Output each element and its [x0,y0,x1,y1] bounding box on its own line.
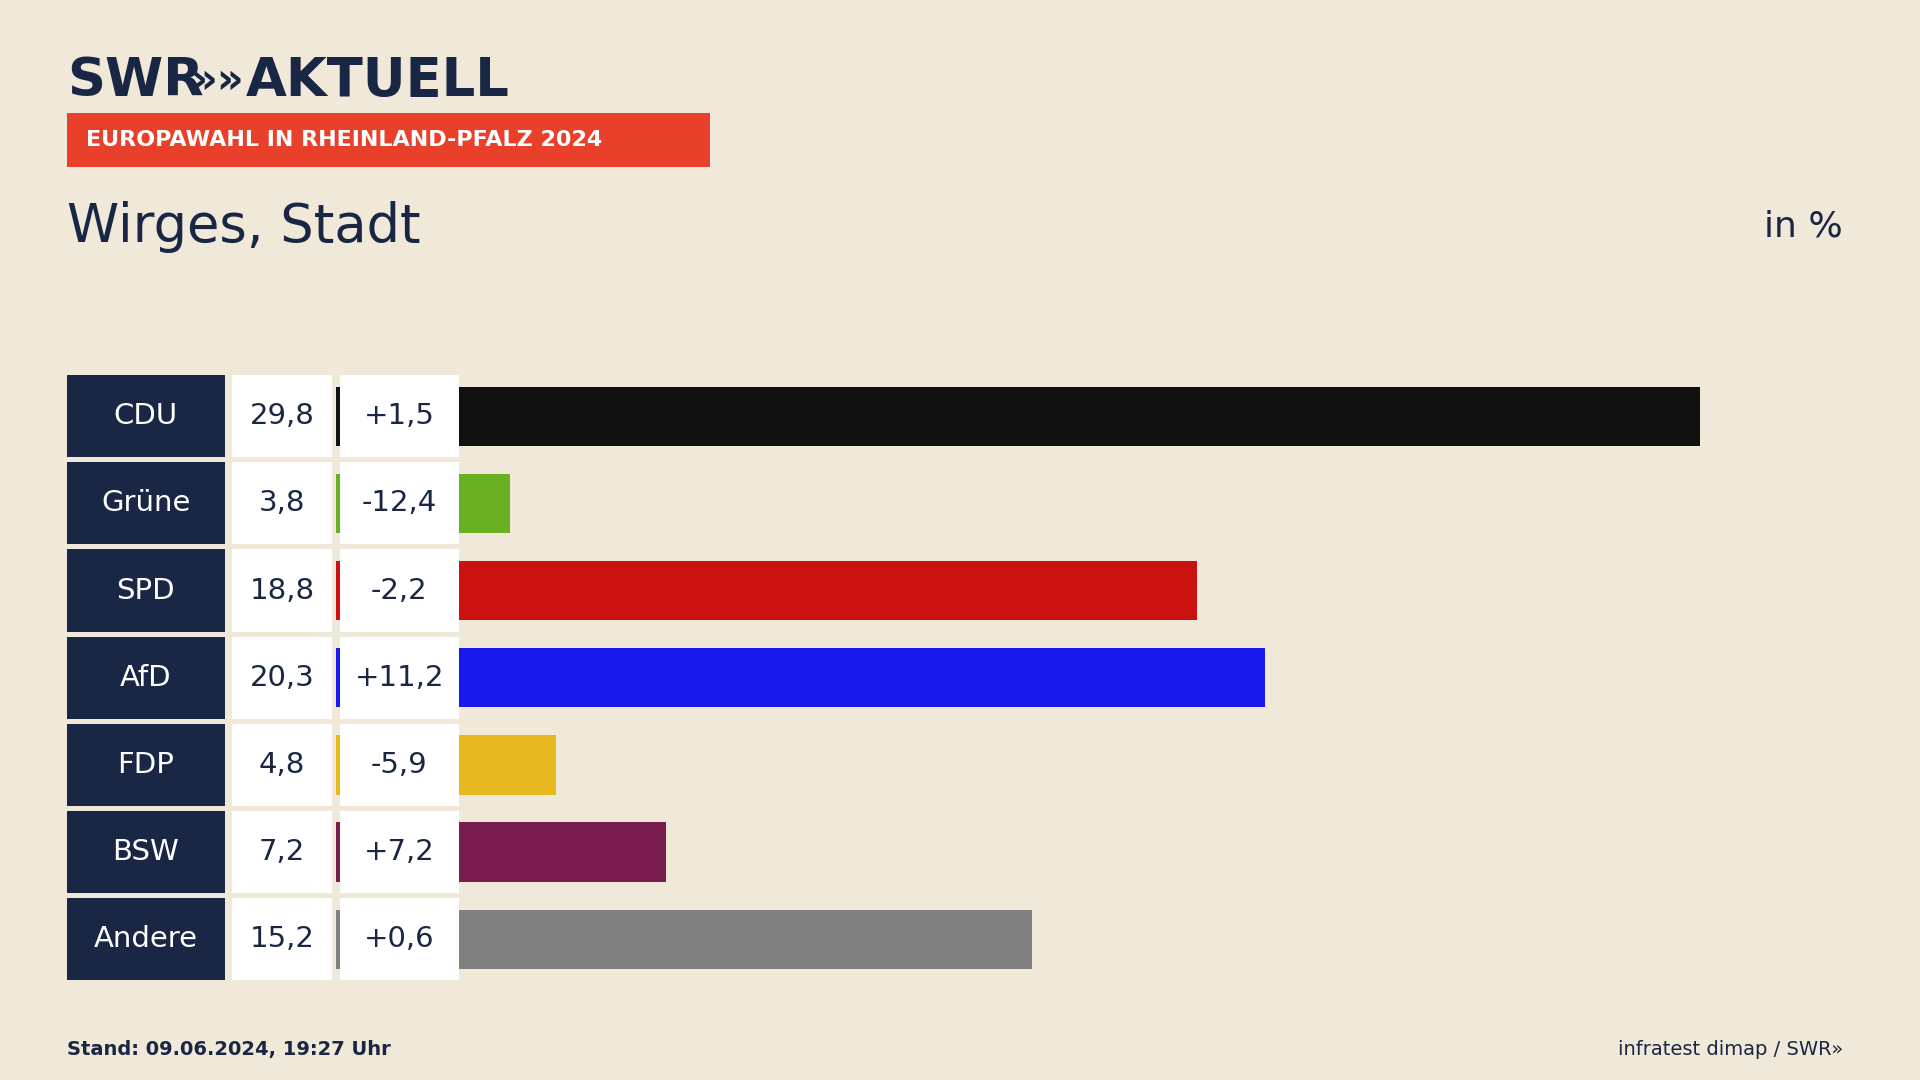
Text: CDU: CDU [113,402,179,430]
Text: -5,9: -5,9 [371,751,428,779]
Bar [336,909,1031,969]
Text: Stand: 09.06.2024, 19:27 Uhr: Stand: 09.06.2024, 19:27 Uhr [67,1040,392,1059]
Text: 18,8: 18,8 [250,577,315,605]
Text: +7,2: +7,2 [365,838,434,866]
Text: SWR: SWR [67,55,204,107]
Text: AfD: AfD [121,664,171,691]
Text: infratest dimap / SWR»: infratest dimap / SWR» [1619,1040,1843,1059]
Text: SPD: SPD [117,577,175,605]
Text: +1,5: +1,5 [365,402,434,430]
Text: AKTUELL: AKTUELL [246,55,509,107]
Text: +0,6: +0,6 [365,926,434,954]
Text: 7,2: 7,2 [259,838,305,866]
Text: in %: in % [1764,210,1843,244]
Bar [336,561,1196,620]
Bar [336,387,1701,446]
Bar [336,822,666,881]
Text: Wirges, Stadt: Wirges, Stadt [67,201,420,253]
Text: BSW: BSW [113,838,179,866]
Text: Grüne: Grüne [102,489,190,517]
Bar [336,648,1265,707]
Bar [336,474,511,534]
Text: -2,2: -2,2 [371,577,428,605]
Text: +11,2: +11,2 [355,664,444,691]
Text: 29,8: 29,8 [250,402,315,430]
Text: »»: »» [190,60,244,102]
Text: 15,2: 15,2 [250,926,315,954]
Bar [336,735,555,795]
Text: Andere: Andere [94,926,198,954]
Text: FDP: FDP [117,751,175,779]
Text: 4,8: 4,8 [259,751,305,779]
Text: 3,8: 3,8 [259,489,305,517]
Text: -12,4: -12,4 [361,489,438,517]
Text: EUROPAWAHL IN RHEINLAND-PFALZ 2024: EUROPAWAHL IN RHEINLAND-PFALZ 2024 [86,131,603,150]
Text: 20,3: 20,3 [250,664,315,691]
